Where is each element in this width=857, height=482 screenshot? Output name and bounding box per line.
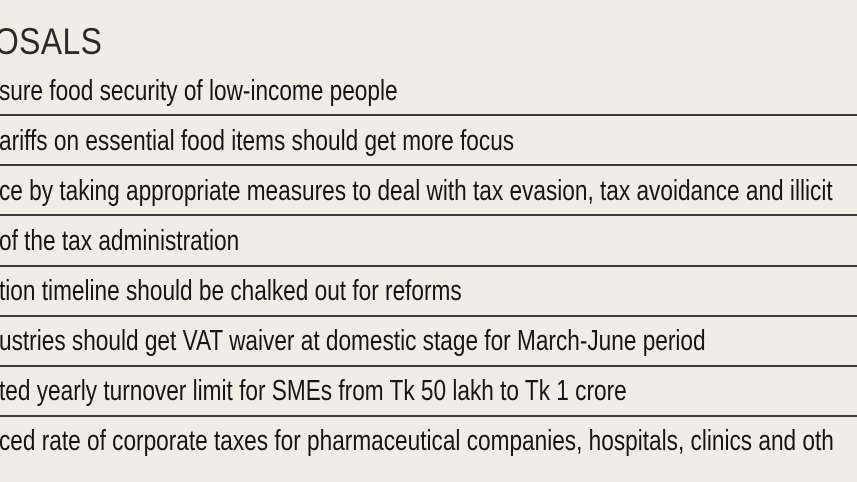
divider xyxy=(0,114,857,116)
proposals-list: sure food security of low-income people … xyxy=(0,65,857,465)
proposal-text: of the tax administration xyxy=(0,225,240,257)
list-item: ariffs on essential food items should ge… xyxy=(0,115,857,165)
section-title: OSALS xyxy=(0,21,103,62)
proposal-text: ced rate of corporate taxes for pharmace… xyxy=(0,425,834,457)
proposal-text: ustries should get VAT waiver at domesti… xyxy=(0,325,706,357)
divider xyxy=(0,415,857,417)
divider xyxy=(0,214,857,216)
divider xyxy=(0,265,857,267)
divider xyxy=(0,365,857,367)
divider xyxy=(0,164,857,166)
list-item: ted yearly turnover limit for SMEs from … xyxy=(0,365,857,415)
list-item: ustries should get VAT waiver at domesti… xyxy=(0,315,857,365)
proposal-text: ce by taking appropriate measures to dea… xyxy=(0,175,833,207)
divider xyxy=(0,315,857,317)
proposal-text: ariffs on essential food items should ge… xyxy=(0,125,515,157)
proposal-text: ted yearly turnover limit for SMEs from … xyxy=(0,375,627,407)
list-item: ced rate of corporate taxes for pharmace… xyxy=(0,415,857,465)
list-item: of the tax administration xyxy=(0,215,857,265)
list-item: sure food security of low-income people xyxy=(0,65,857,115)
list-item: tion timeline should be chalked out for … xyxy=(0,265,857,315)
proposal-text: tion timeline should be chalked out for … xyxy=(0,275,462,307)
list-item: ce by taking appropriate measures to dea… xyxy=(0,165,857,215)
proposal-text: sure food security of low-income people xyxy=(0,75,398,107)
